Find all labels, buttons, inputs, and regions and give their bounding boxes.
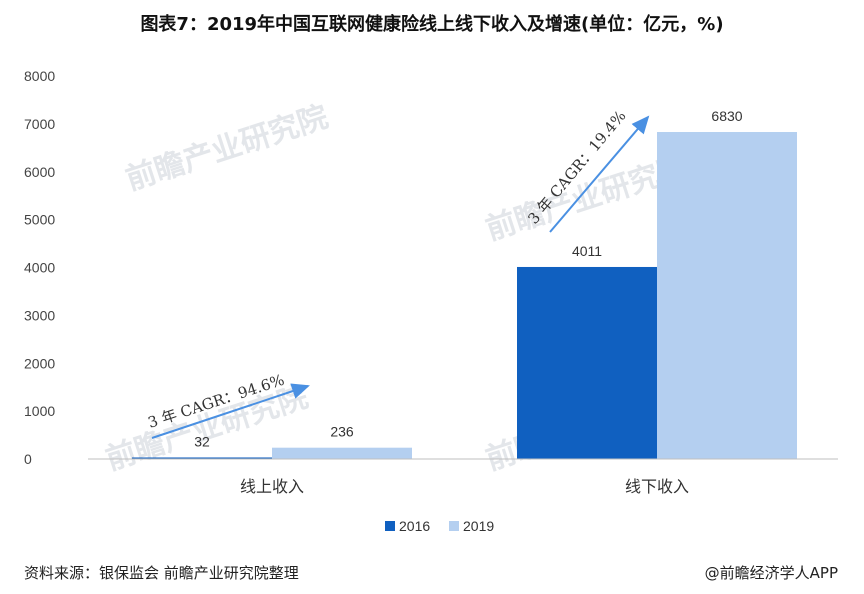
y-tick-label: 7000 (24, 116, 55, 132)
category-label: 线下收入 (625, 477, 689, 496)
y-tick-label: 4000 (24, 260, 55, 276)
y-axis: 0 1000 2000 3000 4000 5000 6000 7000 8000 (24, 68, 55, 467)
footer-credit: @前瞻经济学人APP (704, 564, 838, 582)
legend-swatch-2016 (385, 521, 395, 531)
bar-2016-1 (517, 266, 657, 459)
y-tick-label: 3000 (24, 307, 55, 323)
category-label: 线上收入 (240, 477, 304, 496)
y-tick-label: 6000 (24, 164, 55, 180)
y-tick-label: 1000 (24, 403, 55, 419)
y-tick-label: 8000 (24, 68, 55, 84)
data-label: 4011 (572, 243, 602, 259)
legend-label-2019: 2019 (463, 518, 494, 534)
data-labels-group: 32 236 4011 6830 (194, 108, 743, 449)
data-label: 6830 (711, 108, 742, 124)
cagr-arrow-offline (549, 115, 650, 233)
legend-label-2016: 2016 (399, 518, 430, 534)
data-label: 32 (194, 433, 210, 449)
bars-group (132, 132, 797, 460)
y-tick-label: 2000 (24, 355, 55, 371)
x-axis-labels: 线上收入 线下收入 (240, 477, 689, 496)
legend-swatch-2019 (449, 521, 459, 531)
footer-source: 资料来源：银保监会 前瞻产业研究院整理 (24, 564, 299, 582)
bar-2019-0 (272, 447, 412, 459)
data-label: 236 (330, 424, 354, 440)
cagr-arrow-online (151, 383, 310, 439)
bar-2016-0 (132, 457, 272, 459)
y-tick-label: 5000 (24, 212, 55, 228)
watermark: 前瞻产业研究院 (122, 99, 333, 197)
y-tick-label: 0 (24, 451, 32, 467)
bar-2019-1 (657, 132, 797, 460)
chart-title: 图表7：2019年中国互联网健康险线上线下收入及增速(单位：亿元，%) (140, 14, 724, 35)
legend: 2016 2019 (385, 518, 494, 534)
